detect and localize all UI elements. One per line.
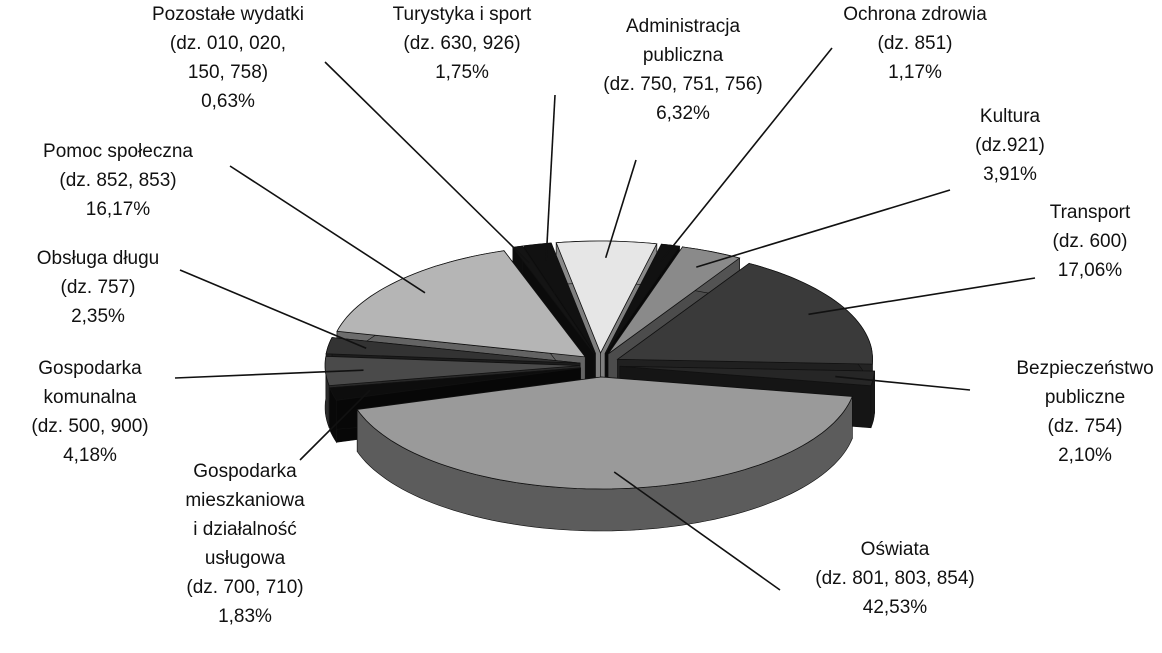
label-line: Kultura [980,106,1041,127]
label-line: (dz. 600) [1053,231,1128,252]
slice-top [555,240,658,354]
leader-line [545,94,556,261]
label-line: (dz. 750, 751, 756) [603,74,763,95]
slice-label: Gospodarka komunalna (dz. 500, 900) [31,358,148,437]
value-label: 1,75% [435,62,489,83]
value-label: 42,53% [863,597,928,618]
value-label: 17,06% [1058,260,1123,281]
label-line: (dz. 852, 853) [59,170,176,191]
slice-top [619,365,876,387]
slice-top [523,242,596,354]
label-line: (dz. 010, 020, [170,33,286,54]
label-line: Gospodarka [38,358,142,379]
value-label: 2,35% [71,306,125,327]
slice-label: Obsługa długu (dz. 757) [37,248,160,298]
leader-line [696,189,951,268]
value-label: 4,18% [63,445,117,466]
label-line: (dz. 630, 926) [403,33,520,54]
label-line: Transport [1050,202,1131,223]
slice-label: Gospodarka mieszkaniowa i działalność usług… [185,461,305,598]
slice-label: Bezpieczeństwo publiczne (dz. 754) [1016,358,1153,437]
leader-line [613,471,781,591]
label-line: 150, 758) [188,62,268,83]
label-line: usługowa [205,548,286,569]
leader-line [808,277,1036,316]
label-line: publiczne [1045,387,1125,408]
slice-top [356,376,853,490]
label-line: (dz. 700, 710) [186,577,303,598]
value-label: 2,10% [1058,445,1112,466]
label-line: Pomoc społeczna [43,141,193,162]
label-line: Pozostałe wydatki [152,4,304,25]
label-line: mieszkaniowa [185,490,305,511]
slice-label: Ochrona zdrowia (dz. 851) [843,4,987,54]
leader-line [179,269,367,349]
slice [356,376,853,532]
label-line: (dz. 801, 803, 854) [815,568,975,589]
leader-line [604,159,637,259]
value-label: 16,17% [86,199,151,220]
label-line: Ochrona zdrowia [843,4,987,25]
slice-label: Transport (dz. 600) [1050,202,1131,252]
value-label: 1,83% [218,606,272,627]
label-line: i działalność [193,519,297,540]
slice-top [607,246,741,355]
label-line: Bezpieczeństwo [1016,358,1153,379]
label-line: komunalna [44,387,137,408]
slice-top [616,262,874,365]
value-label: 0,63% [201,91,255,112]
leader-line [174,369,364,379]
label-line: (dz.921) [975,135,1045,156]
label-line: Administracja [626,16,740,37]
label-line: (dz. 757) [61,277,136,298]
slice-label: Pomoc społeczna (dz. 852, 853) [43,141,193,191]
slice-label: Turystyka i sport (dz. 630, 926) [393,4,532,54]
label-line: Gospodarka [193,461,297,482]
value-label: 3,91% [983,164,1037,185]
value-label: 6,32% [656,103,710,124]
label-line: Oświata [861,539,930,560]
value-label: 1,17% [888,62,942,83]
slice-label: Oświata (dz. 801, 803, 854) [815,539,975,589]
slice-top [336,250,587,358]
leader-line [660,47,833,262]
slice-label: Pozostałe wydatki (dz. 010, 020, 150, 758) [152,4,304,83]
leader-line [229,165,426,294]
label-line: (dz. 500, 900) [31,416,148,437]
label-line: (dz. 851) [878,33,953,54]
slice-top [604,243,681,354]
label-line: Obsługa długu [37,248,160,269]
slice-label: Administracja publiczna (dz. 750, 751, 756… [603,16,763,95]
leader-line [299,389,371,461]
slice-label: Kultura (dz.921) [975,106,1045,156]
slice-top [325,337,581,364]
label-line: publiczna [643,45,724,66]
leader-line [324,61,530,264]
leader-line [835,375,971,391]
slice-top [329,367,581,401]
label-line: Turystyka i sport [393,4,532,25]
label-line: (dz. 754) [1048,416,1123,437]
